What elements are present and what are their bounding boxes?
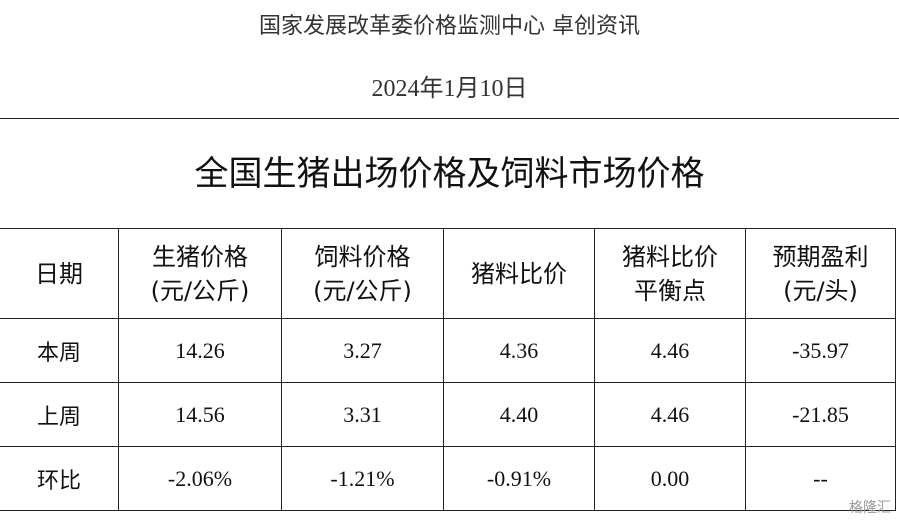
cell: 环比 — [0, 446, 119, 511]
header-cell: 饲料价格 (元/公斤) — [281, 228, 444, 319]
cell: 4.46 — [594, 382, 746, 447]
header-text: (元/头) — [783, 276, 858, 305]
header-text: 预期盈利 — [772, 242, 869, 271]
watermark: 格隆汇 — [849, 500, 891, 516]
header-text: 生猪价格 — [152, 242, 248, 271]
header-cell: 预期盈利 (元/头) — [745, 228, 896, 319]
header-text: 日期 — [35, 259, 83, 288]
cell: -0.91% — [443, 446, 595, 511]
cell: 4.40 — [443, 382, 595, 447]
header-text: 饲料价格 — [314, 242, 411, 271]
data-row: 本周 14.26 3.27 4.36 4.46 -35.97 — [0, 318, 896, 383]
cell: 14.56 — [118, 382, 282, 447]
header-row: 日期 生猪价格 (元/公斤) 饲料价格 (元/公斤) 猪料比价 猪料比价 平衡点 预期盈利 (元/… — [0, 228, 896, 319]
cell: -1.21% — [281, 446, 444, 511]
cell: 本周 — [0, 318, 119, 383]
cell: 4.36 — [443, 318, 595, 383]
header-text: 猪料比价 — [622, 242, 718, 271]
date: 2024年1月10日 — [371, 76, 528, 102]
header-cell: 猪料比价 平衡点 — [594, 228, 746, 319]
header-cell: 猪料比价 — [443, 228, 595, 319]
cell: 3.27 — [281, 318, 444, 383]
header-cell: 生猪价格 (元/公斤) — [118, 228, 282, 319]
source: 国家发展改革委价格监测中心 卓创资讯 — [259, 14, 640, 39]
data-row: 上周 14.56 3.31 4.40 4.46 -21.85 — [0, 382, 896, 447]
header-text: 猪料比价 — [471, 259, 567, 288]
table-title: 全国生猪出场价格及饲料市场价格 — [0, 118, 899, 229]
cell: -- — [745, 446, 896, 511]
cell: 3.31 — [281, 382, 444, 447]
header-text: (元/公斤) — [150, 276, 250, 305]
header-cell: 日期 — [0, 228, 119, 319]
data-row: 环比 -2.06% -1.21% -0.91% 0.00 -- — [0, 446, 896, 511]
cell: -2.06% — [118, 446, 282, 511]
cell: -21.85 — [745, 382, 896, 447]
cell: 0.00 — [594, 446, 746, 511]
header-text: (元/公斤) — [313, 276, 412, 305]
price-table: 日期 生猪价格 (元/公斤) 饲料价格 (元/公斤) 猪料比价 猪料比价 平衡点 预期盈利 (元/… — [0, 228, 896, 511]
header-text: 平衡点 — [634, 276, 706, 305]
cell: 4.46 — [594, 318, 746, 383]
cell: -35.97 — [745, 318, 896, 383]
cell: 14.26 — [118, 318, 282, 383]
cell: 上周 — [0, 382, 119, 447]
